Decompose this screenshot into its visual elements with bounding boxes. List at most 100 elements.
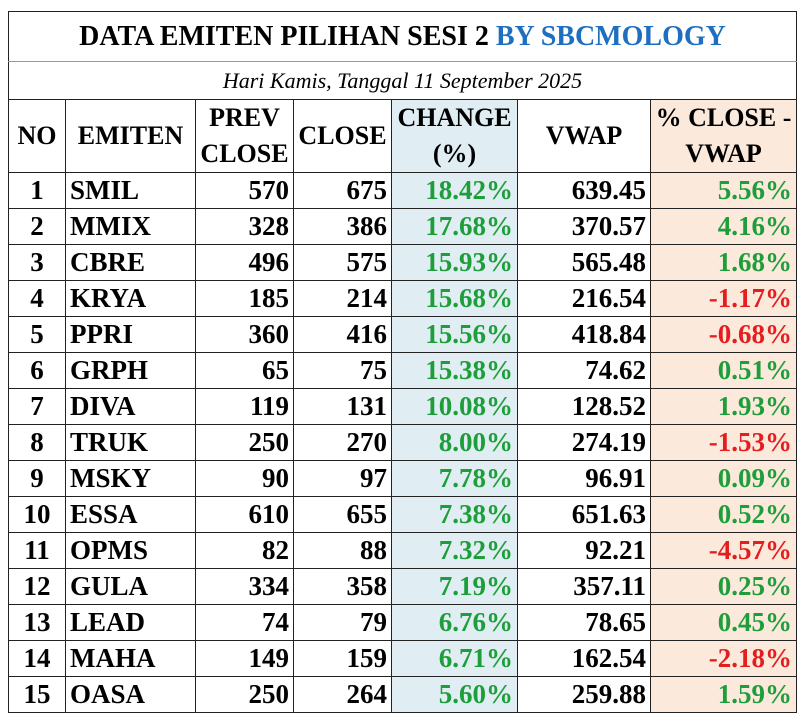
table-row: 2 MMIX 328 386 17.68% 370.57 4.16%	[8, 208, 798, 245]
row-emiten: KRYA	[65, 280, 196, 317]
row-change: 15.56%	[391, 316, 518, 353]
table-row: 13 LEAD 74 79 6.76% 78.65 0.45%	[8, 604, 798, 641]
row-pct-close-vwap: 1.68%	[649, 244, 798, 281]
row-change: 7.38%	[391, 496, 518, 533]
subtitle-row: Hari Kamis, Tanggal 11 September 2025	[7, 61, 798, 100]
title-by: BY SBCMOLOGY	[495, 20, 726, 52]
table-row: 14 MAHA 149 159 6.71% 162.54 -2.18%	[8, 640, 798, 677]
row-vwap: 639.45	[517, 172, 651, 209]
row-pct-close-vwap: -2.18%	[649, 640, 798, 677]
row-pct-close-vwap: -1.53%	[649, 424, 798, 461]
row-close: 655	[293, 496, 392, 533]
row-prev-close: 185	[195, 280, 294, 317]
row-close: 264	[293, 676, 392, 713]
row-emiten: SMIL	[65, 172, 196, 209]
row-emiten: MMIX	[65, 208, 196, 245]
row-vwap: 74.62	[517, 352, 651, 389]
table-row: 12 GULA 334 358 7.19% 357.11 0.25%	[8, 568, 798, 605]
table-row: 9 MSKY 90 97 7.78% 96.91 0.09%	[8, 460, 798, 497]
row-pct-close-vwap: 5.56%	[649, 172, 798, 209]
row-pct-close-vwap: 0.45%	[649, 604, 798, 641]
row-prev-close: 360	[195, 316, 294, 353]
row-vwap: 78.65	[517, 604, 651, 641]
emiten-table: DATA EMITEN PILIHAN SESI 2 BY SBCMOLOGY …	[7, 11, 798, 713]
row-vwap: 162.54	[517, 640, 651, 677]
row-no: 3	[8, 244, 66, 281]
row-change: 10.08%	[391, 388, 518, 425]
row-change: 7.78%	[391, 460, 518, 497]
row-emiten: LEAD	[65, 604, 196, 641]
header-close: CLOSE	[293, 99, 392, 173]
row-close: 75	[293, 352, 392, 389]
row-prev-close: 250	[195, 676, 294, 713]
row-no: 8	[8, 424, 66, 461]
row-change: 7.19%	[391, 568, 518, 605]
row-emiten: TRUK	[65, 424, 196, 461]
row-pct-close-vwap: -4.57%	[649, 532, 798, 569]
row-prev-close: 149	[195, 640, 294, 677]
row-close: 675	[293, 172, 392, 209]
row-vwap: 274.19	[517, 424, 651, 461]
row-vwap: 259.88	[517, 676, 651, 713]
row-pct-close-vwap: 4.16%	[649, 208, 798, 245]
row-change: 5.60%	[391, 676, 518, 713]
table-row: 4 KRYA 185 214 15.68% 216.54 -1.17%	[8, 280, 798, 317]
row-change: 18.42%	[391, 172, 518, 209]
row-emiten: GRPH	[65, 352, 196, 389]
row-prev-close: 334	[195, 568, 294, 605]
row-prev-close: 610	[195, 496, 294, 533]
row-change: 8.00%	[391, 424, 518, 461]
row-close: 131	[293, 388, 392, 425]
row-vwap: 418.84	[517, 316, 651, 353]
row-change: 15.93%	[391, 244, 518, 281]
row-vwap: 370.57	[517, 208, 651, 245]
table-row: 7 DIVA 119 131 10.08% 128.52 1.93%	[8, 388, 798, 425]
row-close: 97	[293, 460, 392, 497]
table-row: 3 CBRE 496 575 15.93% 565.48 1.68%	[8, 244, 798, 281]
row-close: 270	[293, 424, 392, 461]
row-change: 15.38%	[391, 352, 518, 389]
row-change: 6.71%	[391, 640, 518, 677]
title-main: DATA EMITEN PILIHAN SESI 2	[79, 20, 489, 52]
row-close: 386	[293, 208, 392, 245]
row-close: 159	[293, 640, 392, 677]
row-no: 4	[8, 280, 66, 317]
row-vwap: 565.48	[517, 244, 651, 281]
row-no: 10	[8, 496, 66, 533]
row-vwap: 357.11	[517, 568, 651, 605]
row-pct-close-vwap: -0.68%	[649, 316, 798, 353]
row-pct-close-vwap: -1.17%	[649, 280, 798, 317]
row-vwap: 92.21	[517, 532, 651, 569]
row-vwap: 128.52	[517, 388, 651, 425]
row-no: 13	[8, 604, 66, 641]
row-no: 5	[8, 316, 66, 353]
row-emiten: MSKY	[65, 460, 196, 497]
row-emiten: CBRE	[65, 244, 196, 281]
row-change: 17.68%	[391, 208, 518, 245]
row-prev-close: 328	[195, 208, 294, 245]
row-emiten: ESSA	[65, 496, 196, 533]
row-vwap: 216.54	[517, 280, 651, 317]
row-no: 6	[8, 352, 66, 389]
row-close: 214	[293, 280, 392, 317]
row-change: 6.76%	[391, 604, 518, 641]
row-emiten: GULA	[65, 568, 196, 605]
table-row: 1 SMIL 570 675 18.42% 639.45 5.56%	[8, 172, 798, 209]
row-pct-close-vwap: 1.59%	[649, 676, 798, 713]
row-prev-close: 90	[195, 460, 294, 497]
row-prev-close: 74	[195, 604, 294, 641]
row-emiten: OASA	[65, 676, 196, 713]
title-row: DATA EMITEN PILIHAN SESI 2 BY SBCMOLOGY	[7, 11, 798, 62]
row-emiten: OPMS	[65, 532, 196, 569]
row-emiten: DIVA	[65, 388, 196, 425]
row-no: 7	[8, 388, 66, 425]
table-row: 11 OPMS 82 88 7.32% 92.21 -4.57%	[8, 532, 798, 569]
subtitle: Hari Kamis, Tanggal 11 September 2025	[7, 61, 798, 100]
row-no: 12	[8, 568, 66, 605]
row-emiten: PPRI	[65, 316, 196, 353]
header-prev-close: PREV CLOSE	[195, 99, 294, 173]
header-pct-close-vwap: % CLOSE - VWAP	[649, 99, 798, 173]
header-vwap: VWAP	[517, 99, 651, 173]
table-row: 8 TRUK 250 270 8.00% 274.19 -1.53%	[8, 424, 798, 461]
row-change: 7.32%	[391, 532, 518, 569]
